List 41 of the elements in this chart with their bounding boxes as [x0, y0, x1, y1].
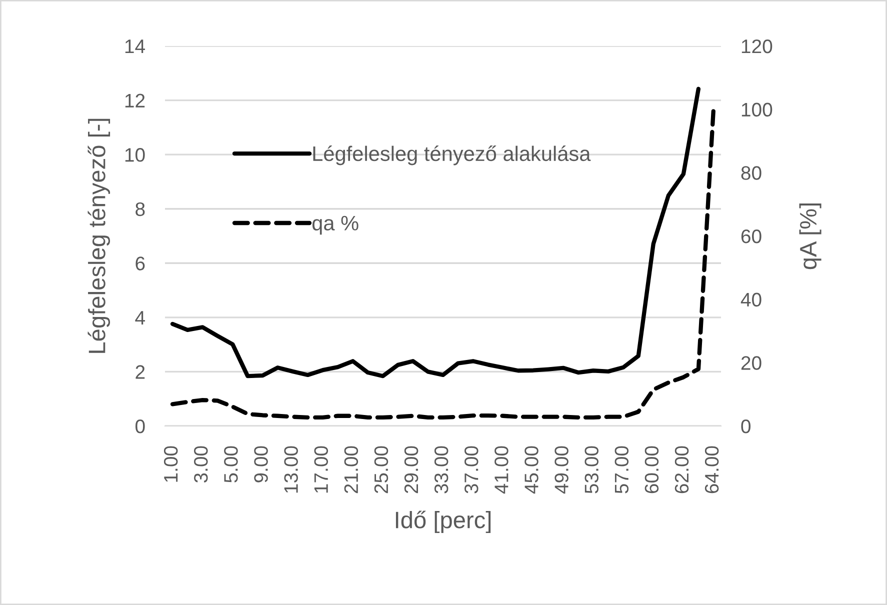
x-tick-label: 3.00: [194, 446, 208, 483]
y2-tick-label: 100: [742, 102, 772, 117]
x-tick-label: 62.00: [674, 446, 689, 494]
y2-axis-title: qA [%]: [799, 204, 822, 270]
y-tick-label: 14: [125, 40, 145, 54]
legend-label: qa %: [312, 216, 358, 235]
y-tick-label: 6: [136, 256, 145, 270]
x-tick-label: 29.00: [404, 446, 418, 494]
y-tick-label: 2: [136, 365, 145, 379]
x-tick-label: 64.00: [704, 446, 719, 494]
y2-tick-label: 20: [741, 356, 762, 370]
y-tick-label: 12: [125, 94, 145, 108]
y-tick-label: 4: [135, 311, 145, 324]
y2-tick-label: 0: [741, 419, 750, 434]
y-axis-title: Légfelesleg tényező [-]: [88, 118, 110, 353]
x-tick-label: 41.00: [494, 446, 508, 494]
x-tick-label: 17.00: [314, 446, 328, 493]
legend-label: Légfelesleg tényező alakulása: [313, 146, 591, 166]
x-tick-label: 37.00: [464, 446, 478, 494]
x-tick-label: 1.00: [164, 446, 178, 482]
x-tick-label: 53.00: [584, 446, 598, 494]
y2-tick-label: 80: [741, 166, 762, 180]
line-series: [170, 107, 716, 420]
y-tick-label: 10: [125, 148, 145, 162]
y2-tick-label: 120: [742, 39, 772, 54]
y-tick-label: 0: [136, 419, 145, 434]
x-tick-label: 49.00: [554, 446, 568, 494]
y2-tick-label: 60: [741, 229, 762, 244]
line-series: [170, 86, 701, 378]
x-tick-label: 45.00: [524, 446, 538, 494]
x-tick-label: 25.00: [374, 446, 388, 494]
x-tick-label: 5.00: [224, 446, 238, 483]
x-tick-label: 9.00: [254, 446, 268, 482]
y-tick-label: 8: [136, 202, 145, 216]
x-tick-label: 21.00: [344, 446, 358, 494]
x-tick-label: 60.00: [644, 446, 659, 494]
x-axis-title: Idő [perc]: [396, 510, 491, 534]
y2-tick-label: 40: [740, 292, 762, 307]
x-tick-label: 57.00: [614, 446, 629, 494]
x-tick-label: 33.00: [434, 446, 448, 494]
x-tick-label: 13.00: [284, 446, 298, 493]
